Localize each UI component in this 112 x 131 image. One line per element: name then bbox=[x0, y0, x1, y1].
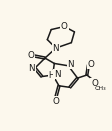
Text: N: N bbox=[54, 70, 61, 79]
Text: CH₃: CH₃ bbox=[95, 86, 107, 91]
Text: N: N bbox=[67, 60, 74, 69]
Text: N: N bbox=[53, 44, 59, 53]
Text: O: O bbox=[87, 60, 94, 69]
Text: O: O bbox=[91, 79, 98, 88]
Text: O: O bbox=[61, 22, 68, 31]
Text: O: O bbox=[28, 51, 34, 60]
Text: N: N bbox=[29, 64, 35, 73]
Text: H: H bbox=[48, 70, 54, 80]
Text: O: O bbox=[52, 97, 59, 106]
